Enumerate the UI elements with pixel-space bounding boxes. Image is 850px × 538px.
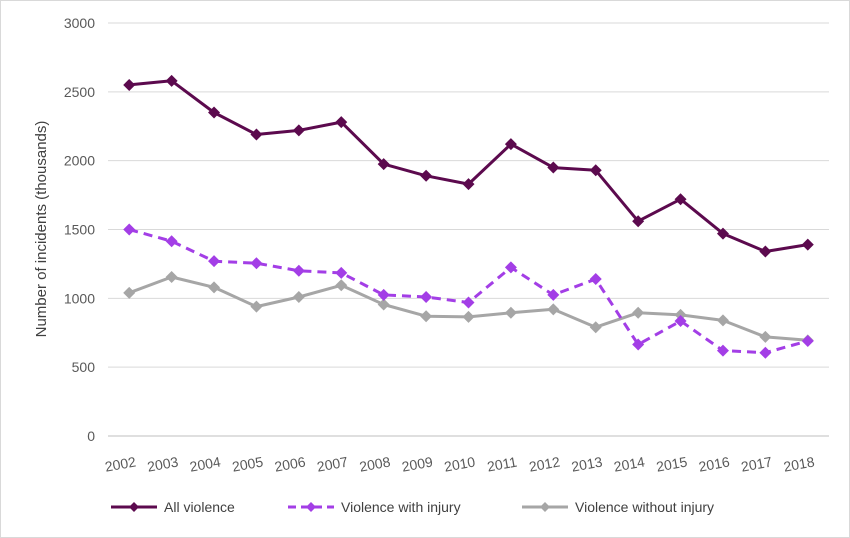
x-tick-label: 2016 bbox=[697, 453, 731, 474]
data-point bbox=[759, 346, 772, 359]
data-point bbox=[632, 338, 645, 351]
x-tick-label: 2018 bbox=[782, 453, 816, 474]
series-violence-without-injury bbox=[123, 270, 814, 347]
data-point bbox=[420, 290, 433, 303]
data-point bbox=[335, 279, 348, 292]
data-point bbox=[589, 321, 602, 334]
gridlines bbox=[108, 22, 829, 437]
data-point bbox=[250, 128, 263, 141]
data-point bbox=[250, 257, 263, 270]
data-point bbox=[462, 296, 475, 309]
x-tick-label: 2008 bbox=[358, 453, 392, 474]
data-point bbox=[123, 223, 136, 236]
data-point bbox=[716, 314, 729, 327]
data-point bbox=[632, 306, 645, 319]
data-point bbox=[547, 288, 560, 301]
legend-label: Violence without injury bbox=[575, 499, 714, 515]
y-tick-label: 1500 bbox=[64, 222, 95, 238]
data-point bbox=[377, 288, 390, 301]
data-point bbox=[674, 315, 687, 328]
series-line bbox=[128, 228, 809, 355]
y-tick-label: 500 bbox=[72, 359, 96, 375]
data-point bbox=[504, 261, 517, 274]
x-tick-label: 2005 bbox=[231, 453, 265, 474]
y-tick-label: 1000 bbox=[64, 290, 95, 306]
data-point bbox=[504, 306, 517, 319]
legend-item: Violence without injury bbox=[522, 499, 714, 515]
data-point bbox=[462, 310, 475, 323]
x-tick-label: 2014 bbox=[613, 453, 647, 474]
x-tick-label: 2017 bbox=[740, 453, 774, 474]
data-point bbox=[632, 215, 645, 228]
series-all-violence bbox=[123, 74, 814, 258]
y-tick-label: 2000 bbox=[64, 153, 95, 169]
data-point bbox=[165, 235, 178, 248]
data-point bbox=[420, 169, 433, 182]
data-point bbox=[250, 300, 263, 313]
data-point bbox=[208, 255, 221, 268]
legend-item: All violence bbox=[111, 499, 235, 515]
legend-item: Violence with injury bbox=[288, 499, 461, 515]
x-axis-ticks: 2002 2003 2004 2005 2006 2007 2008 2009 2010 2011… bbox=[104, 453, 816, 474]
data-point bbox=[208, 281, 221, 294]
data-point bbox=[759, 245, 772, 258]
y-axis-title: Number of incidents (thousands) bbox=[33, 121, 50, 338]
data-point bbox=[589, 273, 602, 286]
x-tick-label: 2012 bbox=[528, 453, 562, 474]
x-tick-label: 2004 bbox=[188, 453, 222, 474]
data-point bbox=[377, 158, 390, 171]
data-point bbox=[801, 238, 814, 251]
data-point bbox=[165, 270, 178, 283]
data-point bbox=[716, 227, 729, 240]
y-axis-ticks: 0 500 1000 1500 2000 2500 3000 bbox=[64, 15, 95, 444]
data-point bbox=[716, 344, 729, 357]
data-point bbox=[292, 264, 305, 277]
legend-marker bbox=[540, 502, 550, 512]
legend-label: All violence bbox=[164, 499, 235, 515]
data-point bbox=[674, 193, 687, 206]
data-point bbox=[674, 308, 687, 321]
x-tick-label: 2015 bbox=[655, 453, 689, 474]
data-point bbox=[292, 290, 305, 303]
series-violence-with-injury bbox=[123, 223, 814, 359]
data-point bbox=[165, 74, 178, 87]
data-point bbox=[377, 298, 390, 311]
series-lines bbox=[123, 74, 814, 359]
data-point bbox=[547, 161, 560, 174]
data-point bbox=[292, 124, 305, 137]
legend-marker bbox=[129, 502, 139, 512]
x-tick-label: 2010 bbox=[443, 453, 477, 474]
y-tick-label: 0 bbox=[87, 428, 95, 444]
data-point bbox=[547, 303, 560, 316]
legend-label: Violence with injury bbox=[341, 499, 461, 515]
y-tick-label: 2500 bbox=[64, 84, 95, 100]
x-tick-label: 2003 bbox=[146, 453, 180, 474]
x-tick-label: 2006 bbox=[273, 453, 307, 474]
x-tick-label: 2002 bbox=[104, 453, 138, 474]
x-tick-label: 2009 bbox=[400, 453, 434, 474]
data-point bbox=[462, 178, 475, 191]
data-point bbox=[123, 286, 136, 299]
data-point bbox=[335, 266, 348, 279]
data-point bbox=[420, 310, 433, 323]
series-line bbox=[128, 275, 808, 342]
data-point bbox=[801, 335, 814, 348]
x-tick-label: 2011 bbox=[486, 454, 519, 475]
data-point bbox=[335, 116, 348, 129]
legend: All violence Violence with injury Violence… bbox=[111, 499, 714, 515]
x-tick-label: 2013 bbox=[570, 453, 604, 474]
series-line bbox=[129, 79, 809, 253]
legend-marker bbox=[306, 502, 316, 512]
x-tick-label: 2007 bbox=[316, 453, 350, 474]
data-point bbox=[123, 78, 136, 91]
data-point bbox=[759, 330, 772, 343]
data-point bbox=[208, 106, 221, 119]
data-point bbox=[504, 138, 517, 151]
y-tick-label: 3000 bbox=[64, 15, 95, 31]
data-point bbox=[589, 164, 602, 177]
